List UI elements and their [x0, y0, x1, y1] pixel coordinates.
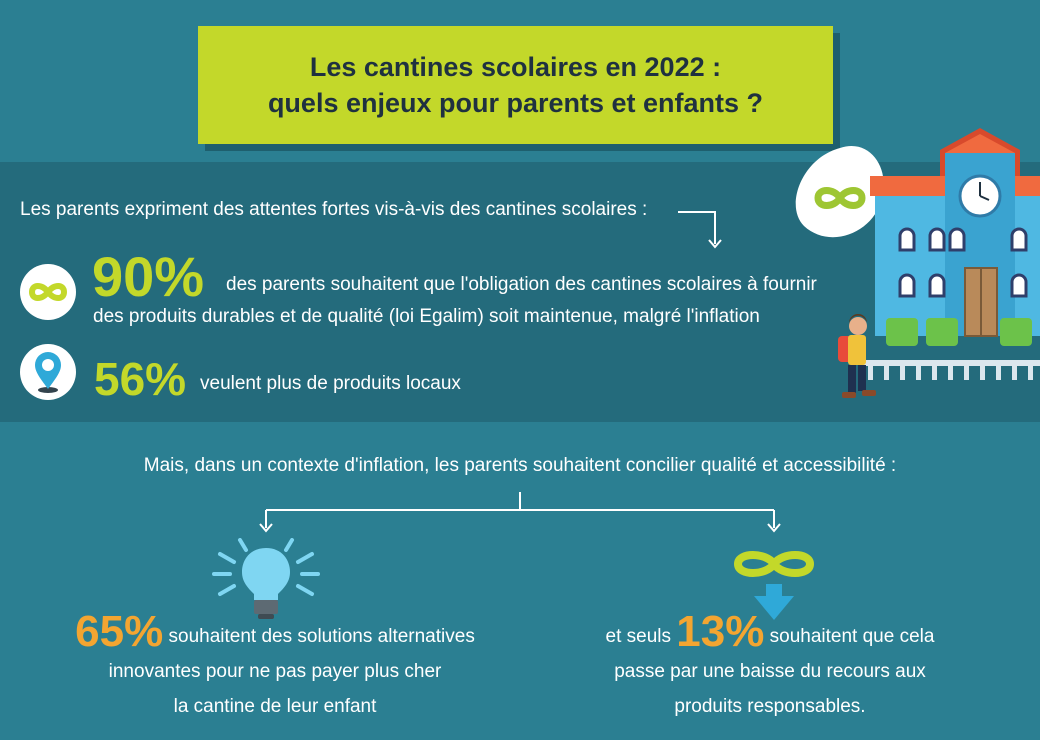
title-line-2: quels enjeux pour parents et enfants ?	[267, 88, 764, 118]
stat-90-text-1: des parents souhaitent que l'obligation …	[226, 274, 817, 295]
title-box: Les cantines scolaires en 2022 : quels e…	[198, 26, 833, 144]
context-text: Mais, dans un contexte d'inflation, les …	[143, 455, 897, 476]
title-line-1: Les cantines scolaires en 2022 :	[309, 52, 722, 82]
stat-13-text-2: passe par une baisse du recours aux	[614, 661, 926, 682]
lightbulb-icon	[212, 538, 320, 619]
stat-56-value: 56%	[94, 353, 187, 405]
location-pin-icon	[20, 344, 76, 400]
stat-65-text-2: innovantes pour ne pas payer plus cher	[108, 661, 442, 682]
stat-13-prefix: et seuls	[605, 626, 672, 647]
stat-56-text: veulent plus de produits locaux	[200, 373, 461, 394]
stat-13-value: 13%	[676, 607, 765, 656]
stat-13-text-1: souhaitent que cela	[769, 626, 935, 647]
infinity-icon	[20, 264, 76, 320]
stat-65-value: 65%	[75, 607, 164, 656]
infinity-down-arrow-icon	[733, 551, 815, 620]
stat-90-value: 90%	[92, 245, 205, 308]
stat-65-block: 65% souhaitent des solutions alternative…	[40, 610, 510, 724]
stat-13-text-3: produits responsables.	[674, 696, 866, 717]
stat-90-text-2: des produits durables et de qualité (loi…	[93, 306, 760, 327]
intro-text: Les parents expriment des attentes forte…	[20, 199, 648, 220]
stat-65-text-3: la cantine de leur enfant	[173, 696, 377, 717]
school-building-illustration	[795, 128, 1040, 398]
stat-13-block: et seuls 13% souhaitent que cela passe p…	[560, 610, 980, 724]
stat-65-text-1: souhaitent des solutions alternatives	[168, 626, 475, 647]
